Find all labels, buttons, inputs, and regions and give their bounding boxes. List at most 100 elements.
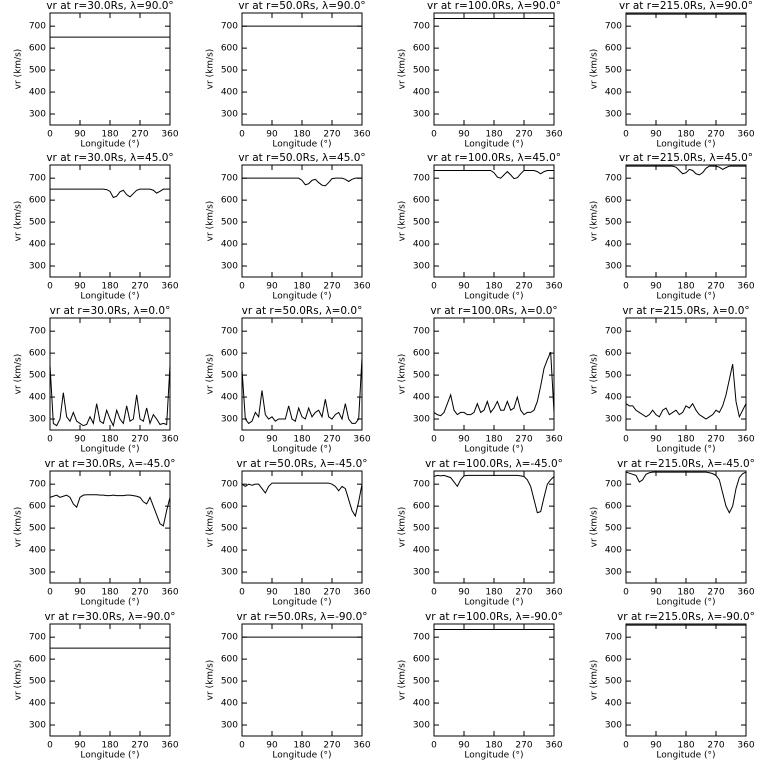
y-tick-label: 600 xyxy=(221,196,238,206)
data-line xyxy=(50,188,170,199)
y-tick-label: 600 xyxy=(413,196,430,206)
x-axis-label: Longitude (°) xyxy=(80,751,139,761)
y-tick-label: 600 xyxy=(29,502,46,512)
y-tick-label: 300 xyxy=(605,415,622,425)
y-tick-label: 300 xyxy=(413,415,430,425)
x-tick-label: 90 xyxy=(74,741,86,751)
x-tick-label: 180 xyxy=(677,130,694,140)
y-tick-label: 700 xyxy=(29,327,46,337)
y-tick-label: 600 xyxy=(605,349,622,359)
y-tick-label: 400 xyxy=(605,546,622,556)
x-tick-label: 270 xyxy=(515,741,532,751)
y-tick-label: 400 xyxy=(413,699,430,709)
data-line xyxy=(626,165,746,176)
x-tick-label: 180 xyxy=(485,588,502,598)
plot-frame xyxy=(625,164,747,278)
x-tick-label: 270 xyxy=(707,130,724,140)
x-tick-label: 0 xyxy=(431,130,437,140)
y-tick-label: 600 xyxy=(221,349,238,359)
x-tick-label: 360 xyxy=(161,741,178,751)
x-tick-label: 360 xyxy=(737,130,754,140)
x-axis-label: Longitude (°) xyxy=(272,292,331,302)
y-tick-label: 600 xyxy=(29,655,46,665)
y-tick-label: 500 xyxy=(29,371,46,381)
y-tick-label: 300 xyxy=(221,110,238,120)
panel-title: vr at r=215.0Rs, λ=0.0° xyxy=(622,305,749,317)
y-tick-label: 400 xyxy=(221,88,238,98)
plot-frame xyxy=(433,317,555,431)
x-tick-label: 360 xyxy=(737,741,754,751)
y-axis-label: vr (km/s) xyxy=(14,354,24,395)
x-tick-label: 90 xyxy=(458,282,470,292)
x-tick-label: 180 xyxy=(293,282,310,292)
y-axis-label: vr (km/s) xyxy=(14,660,24,701)
data-line xyxy=(433,351,555,417)
x-tick-label: 180 xyxy=(101,130,118,140)
y-tick-label: 400 xyxy=(221,393,238,403)
y-tick-label: 500 xyxy=(29,677,46,687)
y-tick-label: 400 xyxy=(221,240,238,250)
panel-title: vr at r=30.0Rs, λ=45.0° xyxy=(46,152,173,164)
panel-title: vr at r=50.0Rs, λ=-45.0° xyxy=(236,458,367,470)
y-tick-label: 700 xyxy=(413,480,430,490)
y-tick-label: 300 xyxy=(413,110,430,120)
y-tick-label: 700 xyxy=(413,633,430,643)
plot-frame xyxy=(241,164,363,278)
y-tick-label: 300 xyxy=(221,568,238,578)
y-tick-label: 600 xyxy=(29,349,46,359)
plot-frame xyxy=(49,12,171,126)
x-tick-label: 360 xyxy=(161,588,178,598)
x-tick-label: 270 xyxy=(131,588,148,598)
x-tick-label: 180 xyxy=(101,741,118,751)
x-tick-label: 90 xyxy=(650,588,662,598)
y-tick-label: 600 xyxy=(605,44,622,54)
y-tick-label: 500 xyxy=(605,677,622,687)
x-tick-label: 90 xyxy=(650,130,662,140)
y-tick-label: 500 xyxy=(605,524,622,534)
x-tick-label: 0 xyxy=(623,130,629,140)
y-axis-label: vr (km/s) xyxy=(590,49,600,90)
x-tick-label: 270 xyxy=(323,435,340,445)
y-tick-label: 500 xyxy=(29,524,46,534)
x-tick-label: 180 xyxy=(677,282,694,292)
y-tick-label: 500 xyxy=(605,371,622,381)
y-tick-label: 500 xyxy=(221,66,238,76)
y-tick-label: 600 xyxy=(221,502,238,512)
x-tick-label: 270 xyxy=(707,741,724,751)
x-tick-label: 180 xyxy=(293,588,310,598)
data-line xyxy=(242,177,362,187)
plot-frame xyxy=(625,317,747,431)
x-tick-label: 90 xyxy=(74,282,86,292)
x-tick-label: 270 xyxy=(131,282,148,292)
y-tick-label: 600 xyxy=(221,655,238,665)
y-tick-label: 700 xyxy=(221,633,238,643)
x-tick-label: 0 xyxy=(239,588,245,598)
y-tick-label: 700 xyxy=(29,174,46,184)
y-tick-label: 700 xyxy=(29,480,46,490)
y-axis-label: vr (km/s) xyxy=(398,49,408,90)
y-tick-label: 700 xyxy=(29,22,46,32)
x-tick-label: 0 xyxy=(239,282,245,292)
x-tick-label: 0 xyxy=(47,435,53,445)
x-tick-label: 180 xyxy=(677,435,694,445)
x-tick-label: 0 xyxy=(239,741,245,751)
y-tick-label: 700 xyxy=(413,22,430,32)
y-tick-label: 400 xyxy=(605,393,622,403)
x-tick-label: 180 xyxy=(293,741,310,751)
y-tick-label: 400 xyxy=(29,699,46,709)
data-line xyxy=(625,471,747,514)
x-tick-label: 360 xyxy=(737,588,754,598)
x-tick-label: 360 xyxy=(545,130,562,140)
panel-title: vr at r=215.0Rs, λ=45.0° xyxy=(619,152,753,164)
y-tick-label: 400 xyxy=(221,546,238,556)
panel-title: vr at r=30.0Rs, λ=-90.0° xyxy=(44,611,175,623)
y-tick-label: 300 xyxy=(29,415,46,425)
x-tick-label: 270 xyxy=(515,130,532,140)
x-tick-label: 270 xyxy=(515,588,532,598)
panel-title: vr at r=215.0Rs, λ=90.0° xyxy=(619,0,753,12)
x-tick-label: 360 xyxy=(161,282,178,292)
x-tick-label: 0 xyxy=(47,588,53,598)
x-tick-label: 0 xyxy=(239,130,245,140)
y-tick-label: 700 xyxy=(605,327,622,337)
